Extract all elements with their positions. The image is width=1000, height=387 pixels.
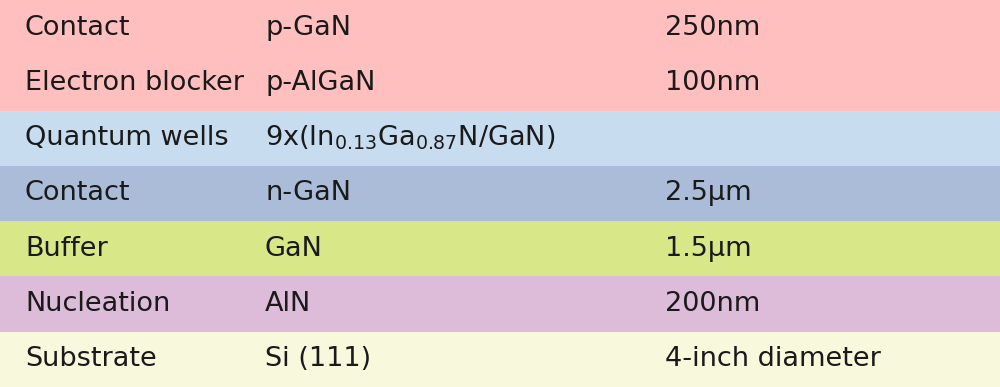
Bar — [0, 221, 1000, 276]
Text: Electron blocker: Electron blocker — [25, 70, 244, 96]
Bar — [0, 332, 1000, 387]
Text: n-GaN: n-GaN — [265, 180, 351, 207]
Bar — [0, 55, 1000, 111]
Text: GaN: GaN — [265, 236, 323, 262]
Text: 2.5μm: 2.5μm — [665, 180, 752, 207]
Text: Contact: Contact — [25, 15, 130, 41]
Bar — [0, 0, 1000, 55]
Text: Si (111): Si (111) — [265, 346, 371, 372]
Text: Substrate: Substrate — [25, 346, 157, 372]
Text: $\mathregular{9x(In}_{0.13}\mathregular{Ga}_{0.87}\mathregular{N/GaN)}$: $\mathregular{9x(In}_{0.13}\mathregular{… — [265, 124, 555, 152]
Text: Quantum wells: Quantum wells — [25, 125, 229, 151]
Bar — [0, 166, 1000, 221]
Text: AlN: AlN — [265, 291, 311, 317]
Text: 1.5μm: 1.5μm — [665, 236, 752, 262]
Text: Buffer: Buffer — [25, 236, 108, 262]
Text: 200nm: 200nm — [665, 291, 760, 317]
Bar — [0, 111, 1000, 166]
Text: 100nm: 100nm — [665, 70, 760, 96]
Bar — [0, 276, 1000, 332]
Text: p-GaN: p-GaN — [265, 15, 351, 41]
Text: p-AlGaN: p-AlGaN — [265, 70, 375, 96]
Text: Contact: Contact — [25, 180, 130, 207]
Text: 250nm: 250nm — [665, 15, 760, 41]
Text: 4-inch diameter: 4-inch diameter — [665, 346, 881, 372]
Text: Nucleation: Nucleation — [25, 291, 170, 317]
